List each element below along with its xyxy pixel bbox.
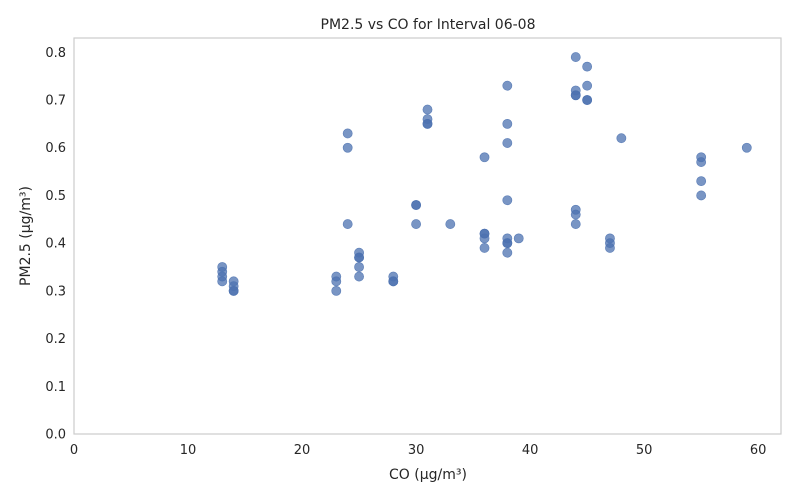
data-point [354,252,364,263]
data-point [479,233,490,244]
data-point [228,285,239,296]
data-point [354,271,364,282]
data-point [411,200,421,210]
data-point [696,157,707,167]
data-point [502,118,513,129]
y-tick-label: 0.5 [45,189,66,204]
data-point [570,219,581,229]
data-point [582,95,593,105]
x-tick-label: 50 [636,443,653,458]
data-point [502,238,513,249]
data-point [342,142,353,153]
x-axis-label: CO (μg/m³) [389,467,467,483]
data-points [217,52,752,296]
data-point [217,276,228,287]
data-point [342,219,353,229]
data-point [570,52,581,62]
y-tick-label: 0.0 [45,428,66,443]
data-point [696,190,707,201]
chart-title: PM2.5 vs CO for Interval 06-08 [321,17,536,33]
plot-frame [73,37,782,435]
data-point [331,285,342,296]
data-point [502,138,513,148]
x-tick-label: 10 [180,443,197,458]
x-tick-label: 60 [750,443,767,458]
data-point [479,243,490,253]
y-tick-label: 0.2 [45,332,66,347]
y-tick-label: 0.3 [45,284,66,299]
data-point [513,233,524,244]
data-point [479,152,490,163]
y-tick-label: 0.6 [45,141,66,156]
x-tick-label: 0 [70,443,78,458]
y-tick-label: 0.4 [45,237,66,252]
data-point [422,104,433,115]
data-point [388,276,399,287]
data-point [354,262,364,272]
data-point [570,209,581,220]
data-point [696,176,707,187]
data-point [502,247,513,258]
y-axis-label: PM2.5 (μg/m³) [18,186,34,286]
y-tick-label: 0.8 [45,46,66,61]
y-tick-label: 0.7 [45,94,66,109]
y-tick-label: 0.1 [45,380,66,395]
data-point [582,80,593,91]
data-point [570,90,581,101]
x-axis: 0 10 20 30 40 50 60 [70,443,767,458]
data-point [582,61,593,72]
data-point [331,276,342,287]
data-point [741,142,752,153]
data-point [342,128,353,139]
y-axis: 0.0 0.1 0.2 0.3 0.4 0.5 0.6 0.7 0.8 [45,46,66,443]
data-point [605,243,615,253]
data-point [502,80,513,91]
data-point [616,133,627,144]
data-point [411,219,421,229]
x-tick-label: 20 [294,443,311,458]
data-point [422,118,433,129]
x-tick-label: 30 [408,443,425,458]
data-point [445,219,456,229]
x-tick-label: 40 [522,443,539,458]
data-point [502,195,513,206]
